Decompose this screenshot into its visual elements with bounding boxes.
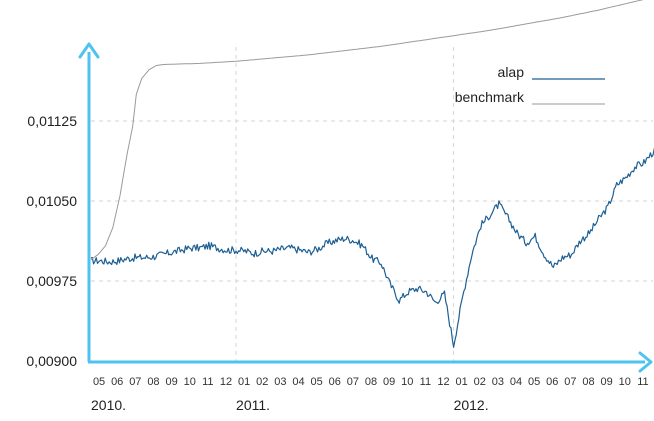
year-label: 2010.	[91, 397, 126, 413]
legend-label-benchmark: benchmark	[455, 89, 525, 105]
x-tick-label: 08	[147, 376, 159, 388]
legend: alap benchmark	[455, 64, 605, 105]
x-tick-label: 05	[93, 376, 105, 388]
series-layer	[90, 0, 654, 348]
legend-label-alap: alap	[498, 64, 525, 80]
year-label: 2011.	[236, 397, 270, 413]
x-tick-label: 07	[564, 376, 576, 388]
x-tick-label: 10	[184, 376, 196, 388]
year-label: 2012.	[454, 397, 489, 413]
y-tick-label: 0,01050	[26, 193, 77, 209]
x-tick-label: 10	[619, 376, 631, 388]
x-tick-label: 06	[546, 376, 558, 388]
x-tick-label: 07	[129, 376, 141, 388]
x-tick-label: 09	[383, 376, 395, 388]
series-line-alap	[90, 147, 654, 348]
x-tick-label: 04	[510, 376, 522, 388]
x-tick-label: 11	[420, 376, 431, 388]
y-tick-label: 0,00900	[26, 353, 77, 369]
y-axis-arrow	[78, 42, 100, 59]
y-tick-labels: 0,00900 0,00975 0,01050 0,01125	[26, 113, 77, 369]
x-tick-label: 03	[492, 376, 504, 388]
x-tick-label: 02	[474, 376, 486, 388]
x-tick-label: 12	[437, 376, 449, 388]
x-tick-label: 05	[310, 376, 322, 388]
x-tick-label: 11	[637, 376, 648, 388]
x-tick-label: 07	[347, 376, 359, 388]
x-tick-label: 12	[220, 376, 232, 388]
x-tick-label: 04	[292, 376, 304, 388]
x-tick-label: 06	[329, 376, 341, 388]
x-tick-label: 06	[111, 376, 123, 388]
x-tick-label: 08	[365, 376, 377, 388]
grid	[91, 47, 653, 361]
x-tick-label: 11	[202, 376, 213, 388]
x-tick-label: 09	[601, 376, 613, 388]
x-tick-label: 03	[274, 376, 286, 388]
year-labels: 2010. 2011. 2012.	[91, 397, 489, 413]
axes	[78, 42, 653, 373]
x-axis-arrow	[638, 351, 653, 373]
x-tick-label: 01	[456, 376, 468, 388]
x-tick-label: 05	[528, 376, 540, 388]
x-tick-label: 09	[165, 376, 177, 388]
x-tick-label: 01	[238, 376, 250, 388]
y-tick-label: 0,01125	[27, 113, 77, 129]
x-tick-label: 02	[256, 376, 268, 388]
x-tick-labels: 05 06 07 08 09 10 11 12 01 02 03 04 05 06 07 08 09 10 11 12…	[93, 376, 649, 388]
x-tick-label: 10	[401, 376, 413, 388]
series-line-benchmark	[90, 0, 644, 261]
x-tick-label: 08	[582, 376, 594, 388]
y-tick-label: 0,00975	[26, 273, 77, 289]
